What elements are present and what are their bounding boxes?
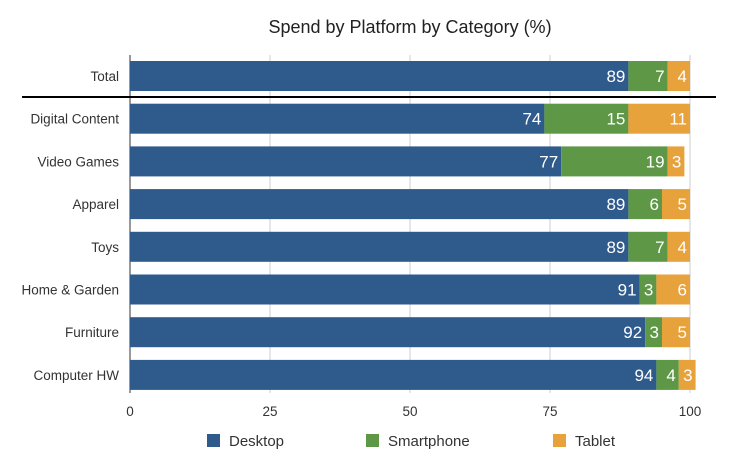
- data-label: 7: [655, 67, 664, 86]
- category-label: Computer HW: [33, 368, 119, 383]
- data-label: 6: [678, 281, 687, 300]
- legend-label: Desktop: [229, 433, 284, 450]
- category-label: Video Games: [37, 154, 119, 169]
- data-label: 91: [618, 281, 637, 300]
- x-tick-label: 100: [679, 404, 702, 419]
- bar-segment-tablet: [662, 189, 690, 220]
- bar-segment-smartphone: [544, 103, 629, 134]
- category-label: Toys: [91, 240, 119, 255]
- x-tick-label: 75: [542, 404, 557, 419]
- data-label: 7: [655, 238, 664, 257]
- x-tick-label: 25: [262, 404, 277, 419]
- bar-segment-tablet: [667, 61, 690, 91]
- bar-segment-tablet: [667, 231, 690, 262]
- legend-swatch-desktop: [207, 434, 220, 447]
- category-label: Total: [90, 69, 119, 84]
- category-label: Digital Content: [30, 112, 119, 127]
- bar-segment-tablet: [628, 103, 690, 134]
- data-label: 89: [606, 67, 625, 86]
- legend-label: Smartphone: [388, 433, 470, 450]
- data-label: 6: [650, 195, 659, 214]
- category-label: Furniture: [65, 325, 119, 340]
- data-label: 77: [539, 152, 558, 171]
- bar-segment-desktop: [130, 146, 562, 177]
- data-label: 94: [634, 366, 653, 385]
- legend-swatch-tablet: [553, 434, 566, 447]
- data-label: 89: [606, 195, 625, 214]
- data-label: 89: [606, 238, 625, 257]
- data-label: 74: [522, 110, 541, 129]
- data-label: 5: [678, 195, 687, 214]
- bar-segment-smartphone: [639, 274, 657, 305]
- bar-segment-desktop: [130, 359, 657, 390]
- bar-segment-desktop: [130, 61, 629, 91]
- data-label: 19: [646, 152, 665, 171]
- data-label: 3: [644, 281, 653, 300]
- bar-segment-desktop: [130, 231, 629, 262]
- data-label: 4: [678, 238, 687, 257]
- bar-segment-desktop: [130, 274, 640, 305]
- bar-segment-smartphone: [645, 317, 662, 348]
- data-label: 3: [650, 323, 659, 342]
- bar-segment-smartphone: [628, 231, 668, 262]
- data-label: 11: [669, 110, 687, 129]
- x-tick-label: 50: [402, 404, 417, 419]
- data-label: 15: [606, 110, 625, 129]
- data-label: 3: [672, 152, 681, 171]
- bar-segment-tablet: [678, 359, 696, 390]
- data-label: 4: [666, 366, 675, 385]
- bar-segment-tablet: [662, 317, 690, 348]
- data-label: 5: [678, 323, 687, 342]
- bar-segment-desktop: [130, 189, 629, 220]
- data-label: 92: [623, 323, 642, 342]
- category-label: Apparel: [72, 197, 119, 212]
- x-tick-label: 0: [126, 404, 134, 419]
- bar-segment-smartphone: [656, 359, 679, 390]
- bar-segment-desktop: [130, 317, 646, 348]
- legend-swatch-smartphone: [366, 434, 379, 447]
- category-label: Home & Garden: [21, 283, 119, 298]
- data-label: 3: [683, 366, 692, 385]
- bar-segment-smartphone: [561, 146, 668, 177]
- bar-segment-smartphone: [628, 61, 668, 91]
- data-label: 4: [678, 67, 687, 86]
- bar-segment-smartphone: [628, 189, 662, 220]
- legend-label: Tablet: [575, 433, 616, 450]
- bar-segment-tablet: [667, 146, 685, 177]
- bar-segment-desktop: [130, 103, 545, 134]
- bar-segment-tablet: [656, 274, 690, 305]
- chart-title: Spend by Platform by Category (%): [268, 17, 551, 37]
